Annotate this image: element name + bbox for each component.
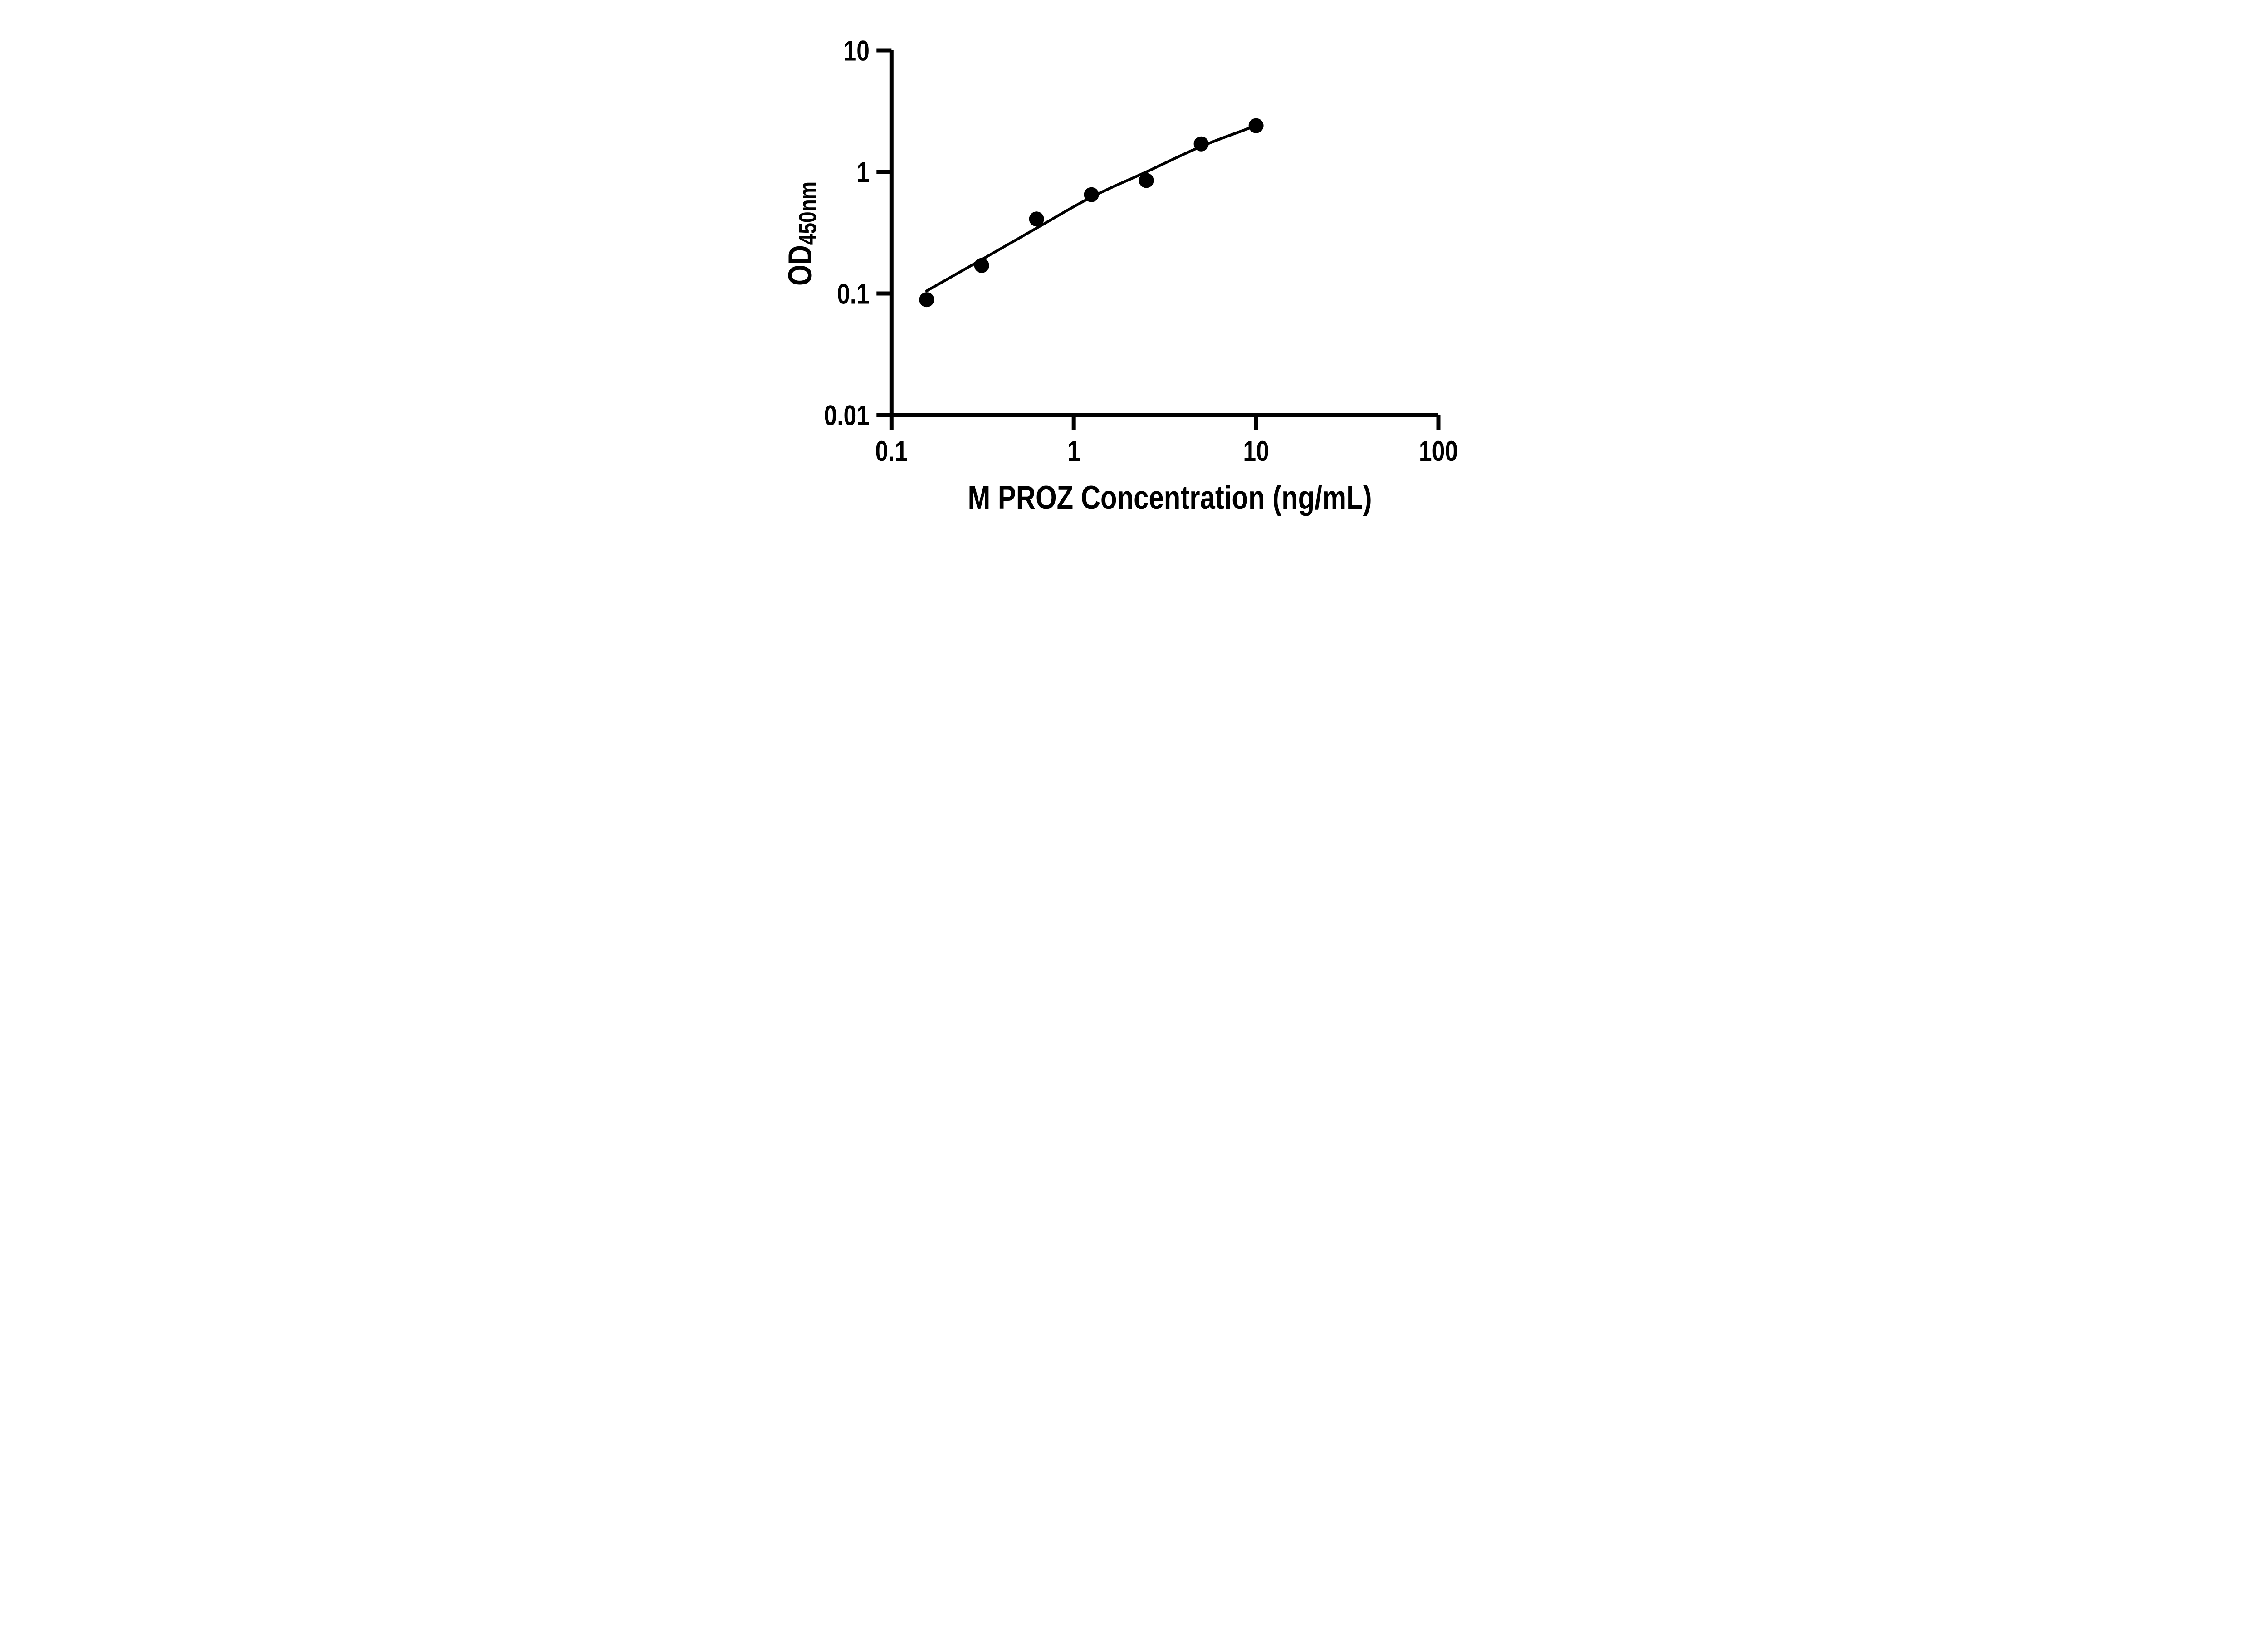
x-tick-label-1: 1: [1067, 435, 1080, 467]
data-point-layer: [919, 118, 1264, 308]
y-axis-title-subscript: 450nm: [794, 181, 821, 245]
data-point-4: [1084, 187, 1099, 202]
x-axis-tick-labels: 0.1 1 10 100: [875, 435, 1458, 467]
data-point-5: [1139, 173, 1154, 188]
y-tick-label-1: 1: [856, 157, 870, 189]
y-axis-title-main: OD: [782, 245, 819, 286]
data-point-3: [1029, 211, 1044, 227]
x-axis-title: M PROZ Concentration (ng/mL): [968, 479, 1372, 516]
data-point-7: [1248, 118, 1264, 133]
y-axis-tick-labels: 0.01 0.1 1 10: [824, 35, 870, 432]
data-point-6: [1193, 136, 1209, 152]
y-axis-title: OD450nm: [782, 181, 821, 286]
y-tick-label-0.01: 0.01: [824, 400, 870, 432]
y-axis-ticks: [876, 48, 892, 417]
data-point-1: [919, 292, 934, 308]
x-tick-label-100: 100: [1419, 435, 1458, 467]
y-tick-label-0.1: 0.1: [837, 279, 870, 310]
axes-spine: [889, 50, 1438, 417]
figure-container: 0.01 0.1 1 10 0.1 1 10 100 OD450nm M PROZ Conc…: [749, 0, 1519, 544]
data-point-2: [974, 258, 989, 273]
x-axis-ticks: [889, 415, 1441, 430]
x-tick-label-0.1: 0.1: [875, 435, 908, 467]
y-tick-label-10: 10: [844, 35, 870, 67]
x-tick-label-10: 10: [1243, 435, 1269, 467]
